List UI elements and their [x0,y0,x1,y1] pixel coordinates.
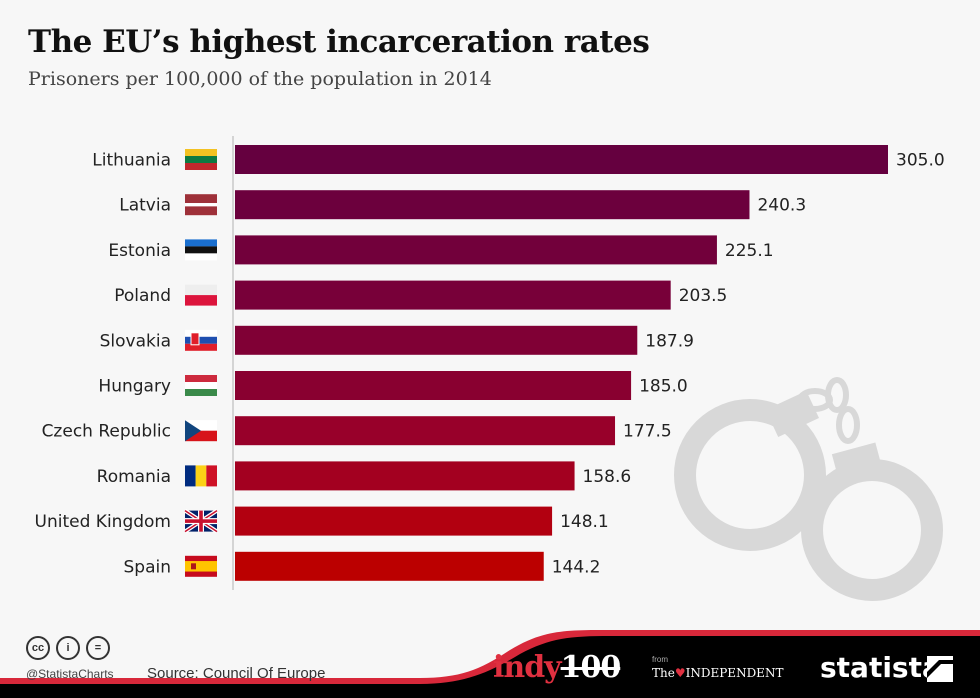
bar [235,461,575,491]
value-label: 203.5 [679,286,728,306]
bar-chart: 305.0 Lithuania 240.3 Latvia 225.1 Estonia 203… [35,136,945,601]
czech-republic-flag [185,420,217,442]
license-icons: cc i = [26,636,110,660]
category-label: Spain [124,557,172,577]
bar [235,506,553,536]
handcuffs-icon [674,377,943,601]
category-label: Lithuania [92,151,171,171]
bar [235,551,544,581]
spain-flag [185,555,217,577]
independent-the: The [652,666,675,680]
bar [235,416,616,446]
slovakia-flag [185,329,217,351]
poland-flag [185,284,217,306]
bar [235,145,888,174]
cc-icon: cc [26,636,50,660]
indy-text: indy [493,650,562,685]
independent-logo[interactable]: The♥INDEPENDENT [652,666,783,680]
indy-number: 100 [560,650,622,685]
category-label: Estonia [108,241,171,261]
chart-subtitle: Prisoners per 100,000 of the population … [28,68,492,90]
bar [235,371,632,400]
value-label: 225.1 [725,241,774,261]
bar [235,280,671,310]
footer-banner [0,630,980,698]
category-label: Slovakia [100,331,171,351]
value-label: 158.6 [583,467,632,487]
category-label: Hungary [98,377,171,397]
united-kingdom-flag [183,508,219,534]
bar [235,325,638,355]
romania-flag [185,465,217,487]
value-label: 148.1 [560,512,609,532]
chart-title: The EU’s highest incarceration rates [28,24,650,60]
statista-logo[interactable]: statista [820,651,941,684]
no-derivatives-icon: = [86,636,110,660]
source-note: Source: Council Of Europe [147,665,326,682]
from-label: from [652,655,668,664]
lithuania-flag [185,149,217,170]
value-label: 305.0 [896,151,945,171]
value-label: 240.3 [757,196,806,216]
value-label: 185.0 [639,377,688,397]
bar [235,235,717,265]
statista-handle[interactable]: @StatistaCharts [26,667,114,681]
attribution-icon: i [56,636,80,660]
category-label: United Kingdom [35,512,171,532]
independent-name: INDEPENDENT [685,666,784,680]
category-label: Czech Republic [42,422,171,442]
bar [235,190,750,220]
latvia-flag [185,194,217,216]
value-label: 177.5 [623,422,672,442]
hungary-flag [185,375,217,396]
indy100-logo[interactable]: indy100 [493,650,622,685]
category-label: Romania [97,467,171,487]
value-label: 144.2 [552,557,601,577]
estonia-flag [185,239,217,261]
category-label: Latvia [119,196,171,216]
eagle-icon: ♥ [674,666,686,680]
statista-mark-icon [927,656,953,682]
value-label: 187.9 [645,331,694,351]
category-label: Poland [114,286,171,306]
